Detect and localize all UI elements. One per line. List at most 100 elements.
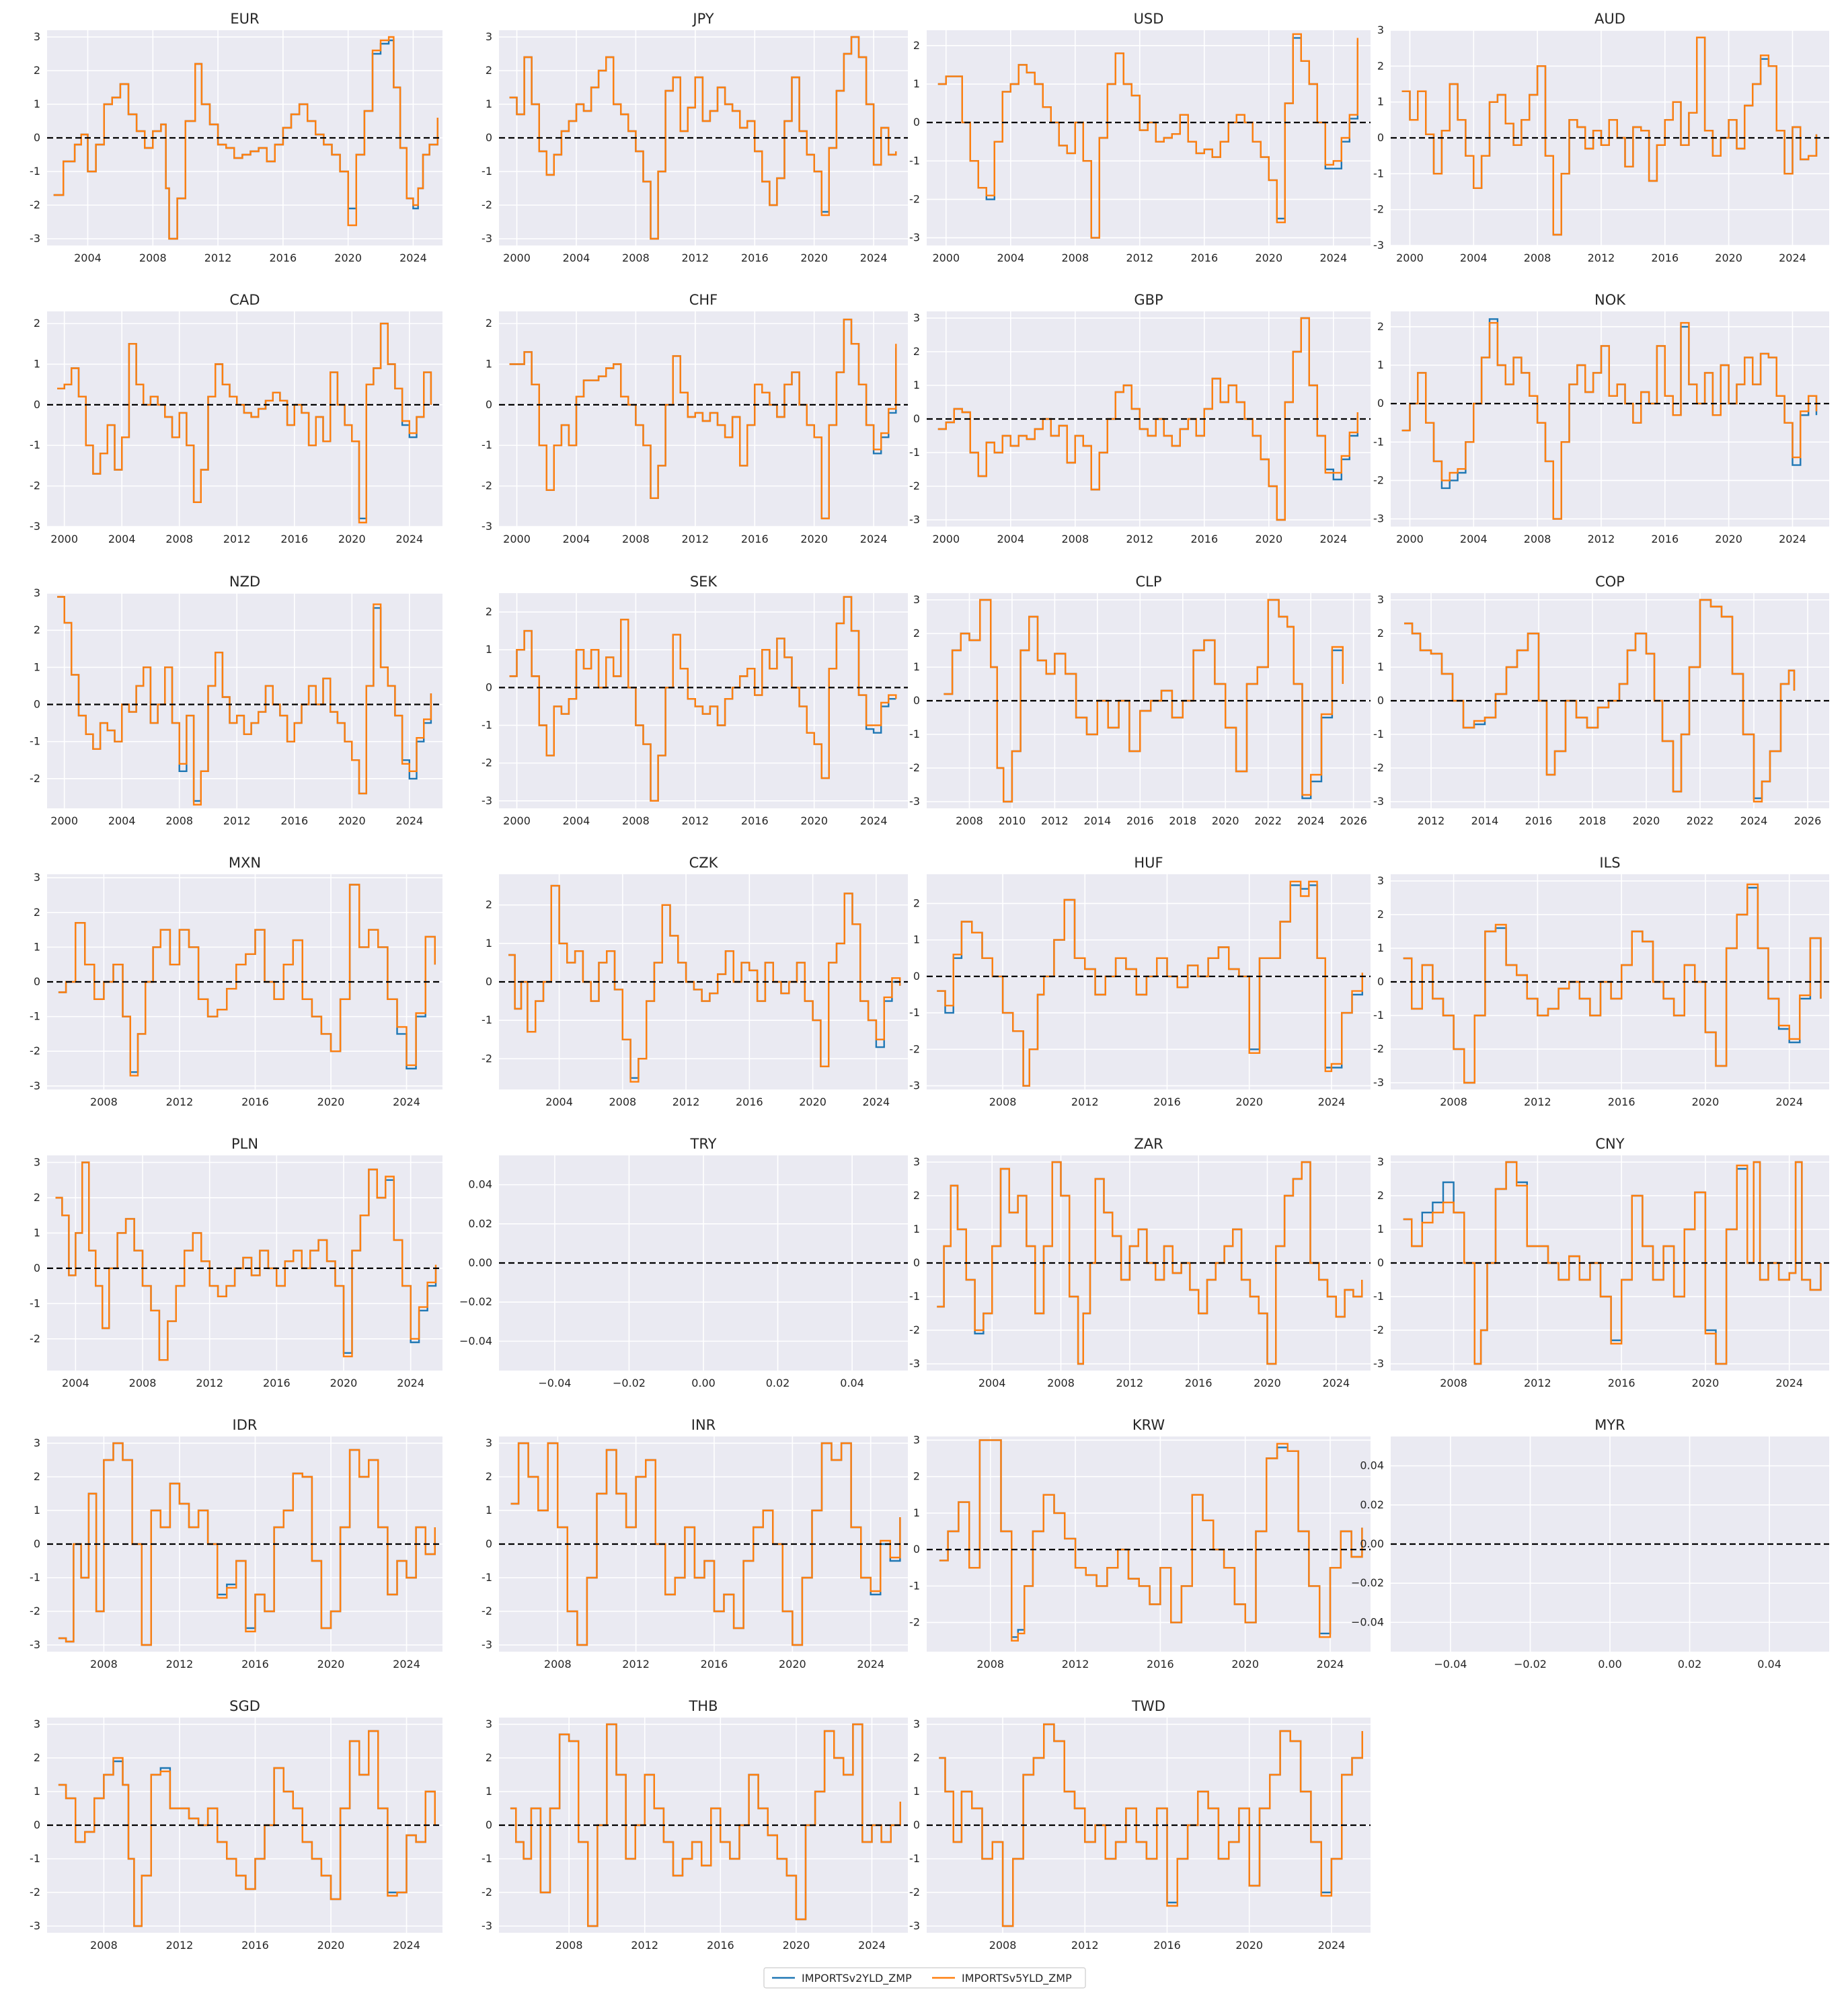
x-tick-label: 2012 <box>1524 1096 1551 1108</box>
plot-area <box>927 1436 1371 1652</box>
y-tick-label: -1 <box>30 735 40 748</box>
y-tick-label: 1 <box>486 1785 492 1798</box>
panel-title: KRW <box>1132 1417 1165 1433</box>
x-tick-label: 2016 <box>1153 1939 1181 1952</box>
y-tick-label: -2 <box>482 1052 492 1065</box>
x-tick-label: 2004 <box>108 533 136 545</box>
x-tick-label: 2024 <box>1319 533 1347 545</box>
x-tick-label: 2004 <box>1460 252 1488 264</box>
panel-myr: −0.04 −0.02 0.00 0.02 0.04 −0.04 −0.02 0.00 0.02… <box>1351 1417 1829 1671</box>
x-tick-label: −0.04 <box>1434 1658 1467 1671</box>
y-tick-label: -2 <box>30 1886 40 1898</box>
x-tick-label: 2020 <box>1692 1096 1720 1108</box>
x-tick-label: 2016 <box>263 1377 291 1389</box>
y-tick-label: 3 <box>1377 593 1384 606</box>
y-tick-label: -3 <box>909 513 920 526</box>
panel-title: NZD <box>229 574 260 590</box>
series-line-importsv5yld-zmp <box>1403 883 1822 1084</box>
x-tick-label: 2012 <box>223 533 251 545</box>
y-tick-label: −0.04 <box>459 1334 492 1347</box>
x-tick-label: 2000 <box>503 814 531 827</box>
x-tick-label: 2020 <box>334 252 362 264</box>
x-tick-label: 2020 <box>800 814 828 827</box>
series-line-importsv5yld-zmp <box>58 1442 436 1646</box>
y-tick-label: 3 <box>913 1155 920 1168</box>
y-tick-label: 2 <box>913 1189 920 1202</box>
y-tick-label: 1 <box>913 77 920 90</box>
y-tick-label: 0.00 <box>468 1256 492 1269</box>
y-tick-label: 3 <box>34 1718 40 1730</box>
x-tick-label: 2020 <box>338 533 366 545</box>
y-tick-label: 3 <box>486 1436 492 1449</box>
series-line-importsv5yld-zmp <box>937 33 1358 239</box>
x-tick-label: 2020 <box>317 1658 345 1671</box>
x-tick-label: 2012 <box>681 252 709 264</box>
x-tick-label: 2012 <box>672 1096 700 1108</box>
y-tick-label: 2 <box>34 1751 40 1764</box>
x-tick-label: 2024 <box>399 252 427 264</box>
x-tick-label: 2008 <box>989 1096 1017 1108</box>
x-tick-label: 2024 <box>858 1939 886 1952</box>
panel-cop: 2012 2014 2016 2018 2020 2022 2024 2026 -3 -2 -1 0 1… <box>1373 574 1829 827</box>
panel-zar: 2004 2008 2012 2016 2020 2024 -3 -2 -1 0 1 2 3 ZAR <box>909 1136 1371 1389</box>
y-tick-label: -1 <box>1373 728 1384 740</box>
y-tick-label: 0 <box>34 131 40 144</box>
x-tick-label: 2004 <box>563 252 590 264</box>
y-tick-label: -2 <box>909 761 920 774</box>
x-tick-label: 2026 <box>1794 814 1822 827</box>
y-tick-label: -3 <box>30 1919 40 1932</box>
panel-title: EUR <box>230 11 259 27</box>
y-tick-label: -2 <box>1373 473 1384 486</box>
x-tick-label: 2012 <box>1071 1939 1099 1952</box>
panel-title: HUF <box>1134 855 1163 871</box>
legend-item-importsv2yld-zmp: IMPORTSv2YLD_ZMP <box>772 1972 912 1985</box>
y-tick-label: 0 <box>486 1818 492 1831</box>
y-tick-label: 3 <box>34 586 40 599</box>
y-tick-label: 0 <box>913 1818 920 1831</box>
x-tick-label: 2008 <box>976 1658 1004 1671</box>
x-tick-label: 2016 <box>1651 252 1679 264</box>
y-tick-label: 2 <box>1377 627 1384 640</box>
y-tick-label: -2 <box>30 479 40 492</box>
y-tick-label: 0 <box>486 975 492 988</box>
x-tick-label: 2016 <box>1190 252 1218 264</box>
y-tick-label: 1 <box>34 1785 40 1798</box>
x-tick-label: 2012 <box>1588 533 1615 545</box>
legend-box <box>763 1967 1086 1989</box>
x-tick-label: 0.00 <box>691 1377 716 1389</box>
x-tick-label: 2012 <box>204 252 232 264</box>
x-tick-label: 2008 <box>609 1096 636 1108</box>
y-tick-label: -1 <box>909 1579 920 1592</box>
x-tick-label: 2012 <box>1062 1658 1089 1671</box>
y-tick-label: 1 <box>913 1785 920 1798</box>
x-tick-label: 2016 <box>741 814 769 827</box>
y-tick-label: 1 <box>486 357 492 370</box>
y-tick-label: 0 <box>34 975 40 988</box>
y-tick-label: 2 <box>486 64 492 77</box>
x-tick-label: 2008 <box>555 1939 583 1952</box>
y-tick-label: -2 <box>1373 761 1384 774</box>
y-tick-label: 2 <box>1377 908 1384 921</box>
panel-title: COP <box>1595 574 1625 590</box>
series-line-importsv5yld-zmp <box>58 884 436 1077</box>
x-tick-label: 2008 <box>90 1096 118 1108</box>
x-tick-label: 2024 <box>860 252 888 264</box>
x-tick-label: 2022 <box>1687 814 1714 827</box>
y-tick-label: -1 <box>909 1290 920 1303</box>
y-tick-label: 2 <box>34 906 40 919</box>
y-tick-label: 1 <box>486 1504 492 1517</box>
x-tick-label: 2016 <box>241 1658 269 1671</box>
y-tick-label: 0.00 <box>1360 1537 1384 1550</box>
y-tick-label: -2 <box>1373 1323 1384 1336</box>
series-line-importsv5yld-zmp <box>937 317 1358 521</box>
x-tick-label: 2012 <box>1524 1377 1551 1389</box>
y-tick-label: -3 <box>1373 795 1384 808</box>
x-tick-label: 2012 <box>1588 252 1615 264</box>
x-tick-label: 2010 <box>999 814 1026 827</box>
y-tick-label: -1 <box>482 165 492 178</box>
panel-title: CZK <box>689 855 719 871</box>
panel-title: TWD <box>1131 1698 1165 1714</box>
x-tick-label: 2024 <box>397 1377 424 1389</box>
x-tick-label: 2016 <box>280 533 308 545</box>
